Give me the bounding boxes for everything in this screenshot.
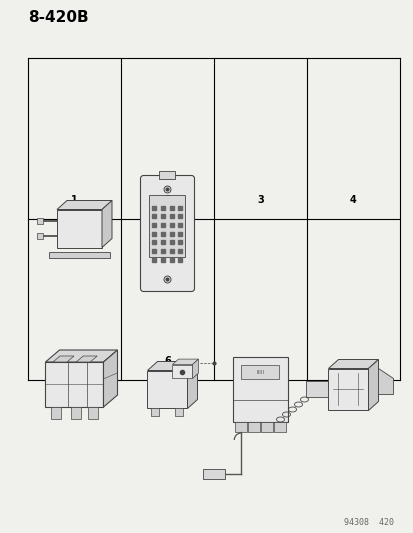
- Polygon shape: [71, 407, 81, 419]
- Polygon shape: [175, 408, 183, 416]
- Polygon shape: [103, 350, 117, 407]
- Polygon shape: [45, 362, 103, 407]
- Bar: [159, 171, 175, 179]
- FancyBboxPatch shape: [140, 175, 194, 292]
- Text: 6: 6: [164, 356, 171, 366]
- Polygon shape: [88, 407, 98, 419]
- Polygon shape: [328, 359, 377, 368]
- Polygon shape: [57, 200, 112, 209]
- Polygon shape: [172, 359, 198, 365]
- Polygon shape: [57, 209, 102, 247]
- Polygon shape: [49, 252, 110, 257]
- Text: 94308  420: 94308 420: [343, 518, 393, 527]
- Polygon shape: [147, 361, 197, 370]
- Text: 2: 2: [164, 195, 171, 205]
- Polygon shape: [261, 422, 273, 432]
- Polygon shape: [328, 368, 368, 410]
- Polygon shape: [51, 407, 61, 419]
- Polygon shape: [187, 361, 197, 408]
- Polygon shape: [45, 350, 117, 362]
- Bar: [233, 357, 287, 422]
- Polygon shape: [202, 469, 224, 479]
- Polygon shape: [273, 422, 285, 432]
- Polygon shape: [53, 356, 74, 362]
- Polygon shape: [37, 233, 43, 239]
- Polygon shape: [247, 422, 259, 432]
- Bar: [149, 195, 185, 256]
- Text: 3: 3: [256, 195, 263, 205]
- Polygon shape: [76, 356, 97, 362]
- Text: 4: 4: [349, 195, 356, 205]
- Polygon shape: [37, 218, 43, 224]
- Polygon shape: [151, 408, 159, 416]
- Text: 1: 1: [71, 195, 78, 205]
- Polygon shape: [235, 422, 247, 432]
- Polygon shape: [377, 368, 392, 394]
- Polygon shape: [306, 382, 328, 398]
- Text: 8-420B: 8-420B: [28, 10, 88, 25]
- Polygon shape: [102, 200, 112, 247]
- Polygon shape: [147, 370, 187, 408]
- Polygon shape: [192, 359, 198, 378]
- Polygon shape: [368, 359, 377, 410]
- Polygon shape: [172, 365, 192, 378]
- Text: IIIII: IIIII: [256, 369, 264, 375]
- Bar: [241, 365, 279, 379]
- Text: 5: 5: [71, 356, 78, 366]
